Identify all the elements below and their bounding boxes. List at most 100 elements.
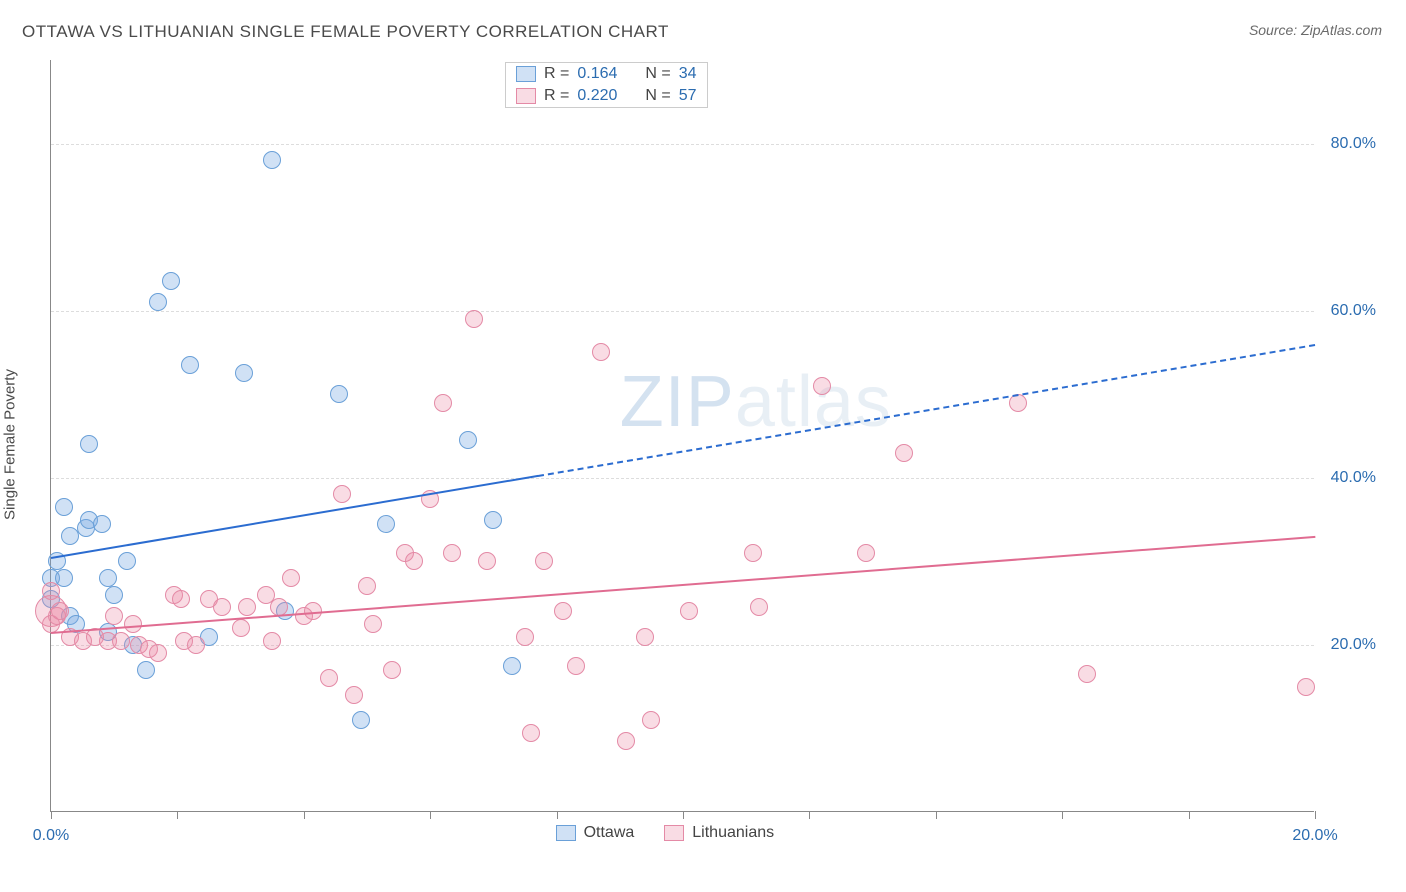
scatter-point <box>235 364 253 382</box>
legend-n-label: N = <box>645 65 670 83</box>
xtick <box>430 811 431 819</box>
scatter-point <box>503 657 521 675</box>
legend-n-label: N = <box>645 87 670 105</box>
gridline <box>51 311 1314 312</box>
gridline <box>51 645 1314 646</box>
scatter-point <box>484 511 502 529</box>
scatter-point <box>232 619 250 637</box>
scatter-point <box>443 544 461 562</box>
scatter-point <box>118 552 136 570</box>
scatter-point <box>42 582 60 600</box>
plot-area: ZIPatlas 20.0%40.0%60.0%80.0%0.0%20.0% <box>50 60 1314 812</box>
scatter-point <box>99 569 117 587</box>
scatter-point <box>680 602 698 620</box>
scatter-point <box>522 724 540 742</box>
scatter-point <box>51 602 69 620</box>
xtick-label: 20.0% <box>1292 827 1337 845</box>
legend-swatch <box>516 66 536 82</box>
scatter-point <box>813 377 831 395</box>
gridline <box>51 478 1314 479</box>
legend-r-value: 0.164 <box>577 65 617 83</box>
scatter-point <box>383 661 401 679</box>
scatter-point <box>263 151 281 169</box>
scatter-point <box>105 586 123 604</box>
legend-stats: R = 0.164 N = 34 R = 0.220 N = 57 <box>505 62 708 108</box>
legend-swatch <box>556 825 576 841</box>
scatter-point <box>478 552 496 570</box>
scatter-point <box>1078 665 1096 683</box>
trend-line <box>537 344 1315 477</box>
scatter-point <box>516 628 534 646</box>
scatter-point <box>1297 678 1315 696</box>
scatter-point <box>213 598 231 616</box>
scatter-point <box>895 444 913 462</box>
xtick <box>177 811 178 819</box>
scatter-point <box>124 615 142 633</box>
xtick-label: 0.0% <box>33 827 69 845</box>
gridline <box>51 144 1314 145</box>
legend-r-label: R = <box>544 65 569 83</box>
scatter-point <box>377 515 395 533</box>
scatter-point <box>358 577 376 595</box>
scatter-point <box>238 598 256 616</box>
scatter-point <box>857 544 875 562</box>
legend-label: Ottawa <box>584 824 635 842</box>
scatter-point <box>263 632 281 650</box>
legend-item: Ottawa <box>556 824 635 842</box>
source-label: Source: ZipAtlas.com <box>1249 22 1382 38</box>
scatter-point <box>80 435 98 453</box>
scatter-point <box>554 602 572 620</box>
ytick-label: 40.0% <box>1331 469 1376 487</box>
scatter-point <box>181 356 199 374</box>
scatter-point <box>187 636 205 654</box>
scatter-point <box>642 711 660 729</box>
scatter-point <box>405 552 423 570</box>
legend-r-value: 0.220 <box>577 87 617 105</box>
legend-item: Lithuanians <box>664 824 774 842</box>
scatter-point <box>750 598 768 616</box>
scatter-point <box>172 590 190 608</box>
legend-n-value: 34 <box>679 65 697 83</box>
xtick <box>1189 811 1190 819</box>
scatter-point <box>93 515 111 533</box>
watermark-bold: ZIP <box>620 362 735 442</box>
xtick <box>51 811 52 819</box>
xtick <box>304 811 305 819</box>
scatter-point <box>567 657 585 675</box>
legend-row: R = 0.164 N = 34 <box>506 63 707 85</box>
scatter-point <box>364 615 382 633</box>
scatter-point <box>162 272 180 290</box>
scatter-point <box>55 498 73 516</box>
scatter-point <box>744 544 762 562</box>
ytick-label: 80.0% <box>1331 135 1376 153</box>
xtick <box>557 811 558 819</box>
xtick <box>809 811 810 819</box>
watermark: ZIPatlas <box>620 361 892 443</box>
scatter-point <box>345 686 363 704</box>
scatter-point <box>459 431 477 449</box>
xtick <box>683 811 684 819</box>
legend-label: Lithuanians <box>692 824 774 842</box>
chart-title: OTTAWA VS LITHUANIAN SINGLE FEMALE POVER… <box>22 22 669 42</box>
scatter-point <box>282 569 300 587</box>
legend-swatch <box>516 88 536 104</box>
scatter-point <box>149 293 167 311</box>
scatter-point <box>320 669 338 687</box>
scatter-point <box>112 632 130 650</box>
scatter-point <box>137 661 155 679</box>
legend-row: R = 0.220 N = 57 <box>506 85 707 107</box>
ytick-label: 60.0% <box>1331 302 1376 320</box>
scatter-point <box>535 552 553 570</box>
scatter-point <box>352 711 370 729</box>
legend-n-value: 57 <box>679 87 697 105</box>
scatter-point <box>434 394 452 412</box>
xtick <box>936 811 937 819</box>
legend-r-label: R = <box>544 87 569 105</box>
scatter-point <box>330 385 348 403</box>
scatter-point <box>617 732 635 750</box>
legend-series: Ottawa Lithuanians <box>556 824 775 842</box>
scatter-point <box>592 343 610 361</box>
legend-swatch <box>664 825 684 841</box>
scatter-point <box>465 310 483 328</box>
scatter-point <box>149 644 167 662</box>
